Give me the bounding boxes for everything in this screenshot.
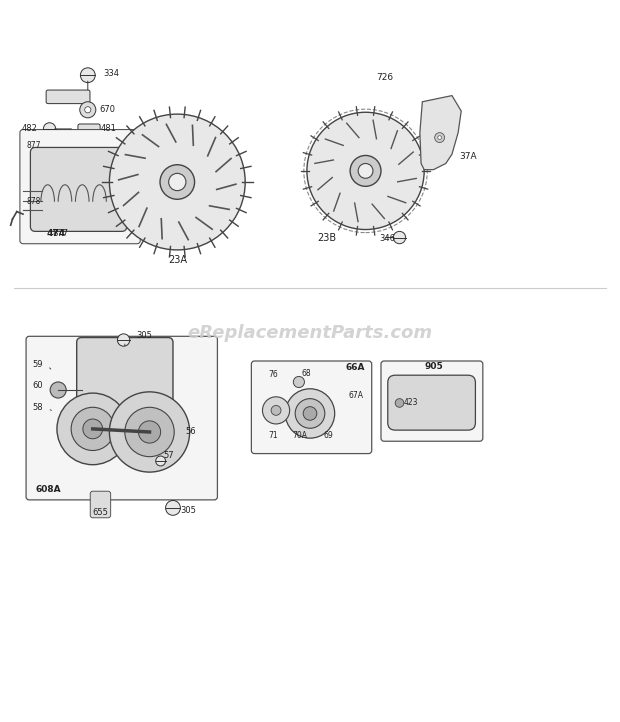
Text: 655: 655 <box>93 508 108 517</box>
Circle shape <box>271 406 281 415</box>
Text: 334: 334 <box>104 69 119 78</box>
Text: eReplacementParts.com: eReplacementParts.com <box>187 324 433 342</box>
FancyBboxPatch shape <box>91 491 110 518</box>
Circle shape <box>295 399 325 428</box>
Text: 474: 474 <box>46 229 66 238</box>
Circle shape <box>438 136 441 139</box>
FancyBboxPatch shape <box>46 90 90 104</box>
Text: 66A: 66A <box>346 363 365 372</box>
Circle shape <box>435 133 445 142</box>
Text: 423: 423 <box>404 399 418 407</box>
Text: 305: 305 <box>136 331 152 340</box>
Text: 57: 57 <box>163 451 174 460</box>
Circle shape <box>262 397 290 424</box>
Text: 482: 482 <box>21 124 37 134</box>
Circle shape <box>358 163 373 178</box>
Text: 23B: 23B <box>317 232 337 243</box>
Text: 68: 68 <box>301 369 311 378</box>
Text: 905: 905 <box>424 362 443 372</box>
Text: 481: 481 <box>100 124 116 134</box>
Circle shape <box>71 407 114 451</box>
Circle shape <box>83 419 103 439</box>
Circle shape <box>307 112 424 230</box>
Text: 58: 58 <box>33 404 43 412</box>
Text: 878: 878 <box>26 196 40 206</box>
Circle shape <box>109 392 190 472</box>
Circle shape <box>109 114 245 250</box>
Text: 67A: 67A <box>348 391 363 400</box>
Circle shape <box>85 107 91 113</box>
FancyBboxPatch shape <box>381 361 483 441</box>
FancyBboxPatch shape <box>251 361 372 453</box>
FancyBboxPatch shape <box>30 147 126 231</box>
Text: 60: 60 <box>33 380 43 390</box>
Text: 670: 670 <box>99 105 115 113</box>
Circle shape <box>117 334 130 346</box>
FancyBboxPatch shape <box>78 124 100 134</box>
Text: 37A: 37A <box>459 152 477 160</box>
Text: 76: 76 <box>268 370 278 379</box>
Text: 70A: 70A <box>293 431 308 440</box>
Polygon shape <box>420 95 461 170</box>
Text: 71: 71 <box>268 431 278 440</box>
Circle shape <box>81 68 95 82</box>
Circle shape <box>156 456 166 466</box>
Circle shape <box>138 421 161 443</box>
Circle shape <box>395 399 404 407</box>
Circle shape <box>293 376 304 388</box>
Text: 726: 726 <box>377 73 394 82</box>
FancyBboxPatch shape <box>388 375 476 430</box>
Circle shape <box>80 102 96 118</box>
Circle shape <box>169 173 186 191</box>
Text: 608A: 608A <box>35 484 61 494</box>
Text: 877: 877 <box>26 141 40 150</box>
Text: 305: 305 <box>180 506 197 516</box>
Circle shape <box>50 382 66 398</box>
FancyBboxPatch shape <box>77 338 173 406</box>
Text: 69: 69 <box>324 431 334 440</box>
Text: 346: 346 <box>379 234 395 243</box>
Circle shape <box>166 500 180 516</box>
Text: 56: 56 <box>185 427 196 437</box>
Text: 877: 877 <box>52 229 68 238</box>
Circle shape <box>285 388 335 438</box>
Circle shape <box>43 123 56 135</box>
Circle shape <box>125 407 174 457</box>
FancyBboxPatch shape <box>20 129 140 244</box>
FancyBboxPatch shape <box>26 336 218 500</box>
Circle shape <box>303 406 317 420</box>
Text: 59: 59 <box>33 360 43 369</box>
Circle shape <box>57 393 128 465</box>
Circle shape <box>350 155 381 186</box>
Circle shape <box>393 231 405 244</box>
Text: 23A: 23A <box>168 256 187 266</box>
Circle shape <box>160 165 195 199</box>
